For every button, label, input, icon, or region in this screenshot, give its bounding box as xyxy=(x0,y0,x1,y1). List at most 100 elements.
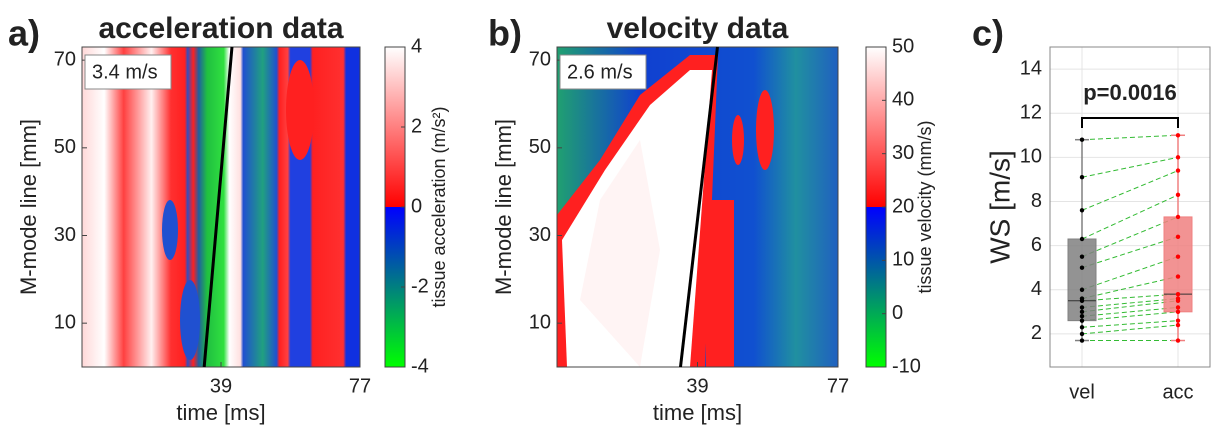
colorbar-tick-label: 4 xyxy=(411,35,422,57)
pair-line xyxy=(1081,194,1179,240)
pair-line xyxy=(1081,276,1179,300)
plot-frame xyxy=(1049,46,1211,368)
y-tick-label: 50 xyxy=(529,136,551,158)
data-point xyxy=(1175,291,1181,297)
colorbar-label: tissue acceleration (m/s²) xyxy=(429,106,449,307)
data-point xyxy=(1079,296,1085,301)
y-tick-label: 70 xyxy=(54,48,76,70)
data-point xyxy=(1175,338,1181,343)
annotation: p=0.0016 xyxy=(1083,80,1177,105)
data-point xyxy=(1175,155,1181,160)
y-tick-label: 14 xyxy=(1020,57,1042,79)
y-tick-label: 30 xyxy=(54,224,76,246)
pair-line xyxy=(1081,324,1179,335)
panel-letter: c) xyxy=(972,13,1004,54)
panel-letter: b) xyxy=(488,13,522,54)
data-point xyxy=(1175,296,1181,301)
heatmap-image xyxy=(82,47,360,367)
y-tick-label: 10 xyxy=(1020,146,1042,168)
y-tick-label: 4 xyxy=(1031,278,1042,300)
data-point xyxy=(1079,314,1085,319)
colorbar-tick-label: -2 xyxy=(411,275,429,297)
y-axis-label: M-mode line [mm] xyxy=(16,119,41,295)
x-axis-label: time [ms] xyxy=(176,400,265,425)
y-tick-label: 2 xyxy=(1031,322,1042,344)
data-point xyxy=(1079,287,1085,292)
annotation: 3.4 m/s xyxy=(92,61,158,83)
y-tick-label: 70 xyxy=(529,48,551,70)
colorbar-tick-label: 50 xyxy=(892,35,914,57)
fit-line xyxy=(679,46,719,368)
colorbar-tick-label: 20 xyxy=(892,195,914,217)
data-point xyxy=(1079,338,1085,343)
x-tick-label: 77 xyxy=(827,375,849,397)
data-point xyxy=(1079,318,1085,323)
y-tick-label: 10 xyxy=(54,311,76,333)
data-point xyxy=(1079,325,1085,330)
x-axis-label: time [ms] xyxy=(653,400,742,425)
colorbar-label: tissue velocity (mm/s) xyxy=(915,120,935,293)
data-point xyxy=(1175,305,1181,310)
pair-line xyxy=(1081,170,1179,211)
colorbar-tick-label: 0 xyxy=(411,195,422,217)
colorbar-tick-label: 30 xyxy=(892,142,914,164)
data-point xyxy=(1175,274,1181,279)
pair-line xyxy=(1081,298,1179,308)
pair-line xyxy=(1081,236,1179,269)
x-tick-label: 39 xyxy=(210,375,232,397)
data-point xyxy=(1175,133,1181,138)
data-point xyxy=(1079,309,1085,315)
colorbar-tick-label: 10 xyxy=(892,249,914,271)
y-tick-label: 6 xyxy=(1031,234,1042,256)
colorbar-tick-label: 40 xyxy=(892,89,914,111)
data-point xyxy=(1079,236,1085,242)
annotation-box xyxy=(559,54,647,90)
y-tick-label: 8 xyxy=(1031,190,1042,212)
pair-line xyxy=(1081,134,1179,141)
chart-title: velocity data xyxy=(607,12,789,45)
fit-line xyxy=(202,46,234,368)
pair-line xyxy=(1081,216,1179,258)
pair-line xyxy=(1081,306,1179,317)
y-tick-label: 12 xyxy=(1020,101,1042,123)
y-tick-label: 10 xyxy=(529,311,551,333)
colorbar-tick-label: 2 xyxy=(411,115,422,137)
data-point xyxy=(1079,331,1085,337)
colorbar-tick-label: 0 xyxy=(892,302,903,324)
panel-letter: a) xyxy=(8,13,40,54)
y-axis-label: M-mode line [mm] xyxy=(491,119,516,295)
significance-bracket xyxy=(1081,117,1179,128)
pair-line xyxy=(1081,156,1179,178)
pair-line xyxy=(1081,300,1179,313)
x-tick-label: vel xyxy=(1069,381,1095,403)
y-axis-label: WS [m/s] xyxy=(984,150,1015,264)
colorbar-tick-label: -4 xyxy=(411,355,429,377)
data-point xyxy=(1175,234,1181,239)
data-point xyxy=(1079,265,1085,270)
data-point xyxy=(1079,305,1085,310)
y-tick-label: 50 xyxy=(54,136,76,158)
pair-line xyxy=(1081,256,1179,291)
annotation-box xyxy=(84,54,172,90)
data-point xyxy=(1079,254,1085,259)
data-point xyxy=(1175,192,1181,198)
chart-title: acceleration data xyxy=(98,12,343,45)
data-point xyxy=(1175,214,1181,220)
data-point xyxy=(1079,137,1085,142)
y-tick-label: 30 xyxy=(529,224,551,246)
x-tick-label: acc xyxy=(1162,381,1193,403)
data-point xyxy=(1175,254,1181,259)
data-point xyxy=(1175,322,1181,328)
data-point xyxy=(1175,318,1181,323)
data-point xyxy=(1079,208,1085,213)
heatmap-image xyxy=(557,47,838,367)
x-tick-label: 77 xyxy=(349,375,371,397)
data-point xyxy=(1175,168,1181,173)
pair-line xyxy=(1081,311,1179,322)
pair-line xyxy=(1081,293,1179,302)
pair-line xyxy=(1081,320,1179,328)
colorbar-tick-label: -10 xyxy=(892,355,921,377)
data-point xyxy=(1175,309,1181,315)
data-point xyxy=(1079,175,1085,180)
